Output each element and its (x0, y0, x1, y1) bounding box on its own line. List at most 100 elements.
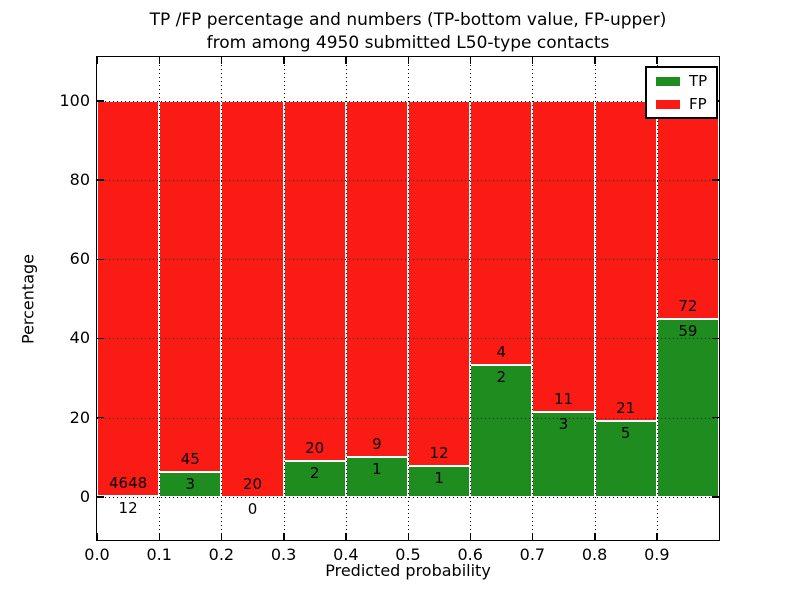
y-tick-left (97, 179, 104, 181)
y-tick-label: 20 (69, 407, 90, 427)
x-tick-bottom (407, 533, 409, 540)
y-tick-label: 100 (59, 90, 90, 110)
bar-segment-fp (408, 100, 471, 467)
y-tick-label: 80 (69, 170, 90, 190)
x-tick-top (345, 57, 347, 64)
bar-segment-fp (594, 100, 657, 421)
x-tick-label: 0.6 (457, 545, 483, 564)
bar-count-label-fp: 4 (496, 342, 507, 361)
bar-count-label-fp: 20 (305, 438, 325, 457)
x-tick-bottom (656, 533, 658, 540)
y-tick-right (712, 416, 719, 419)
x-tick-top (594, 57, 596, 64)
x-tick-bottom (594, 533, 596, 540)
bar-segment-fp (532, 100, 595, 412)
legend: TP FP (645, 66, 719, 119)
bar-count-label-tp: 59 (678, 321, 698, 340)
x-tick-top (469, 57, 472, 64)
bar-count-label-tp: 2 (309, 463, 320, 482)
legend-label-fp: FP (689, 95, 707, 113)
v-gridline (283, 57, 285, 540)
bar-segment-tp (656, 318, 719, 497)
bar-segment-tp (532, 412, 595, 497)
x-tick-top (407, 57, 409, 64)
bar-count-label-fp: 9 (372, 435, 382, 454)
legend-entry-fp: FP (656, 95, 707, 113)
chart-title: TP /FP percentage and numbers (TP-bottom… (97, 9, 719, 55)
bar-count-label-fp: 20 (242, 474, 263, 493)
bar-segment-tp (283, 460, 346, 497)
x-tick-bottom (220, 533, 223, 540)
bar-segment-fp (159, 100, 222, 473)
x-tick-top (531, 57, 534, 64)
x-tick-label: 0.5 (395, 545, 421, 564)
x-tick-bottom (718, 533, 720, 540)
y-tick-right (712, 496, 719, 498)
x-tick-bottom (96, 533, 98, 540)
x-tick-label: 0.2 (208, 545, 235, 564)
bar-count-label-fp: 4648 (109, 473, 148, 492)
bar-count-label-fp: 12 (429, 444, 449, 463)
bar-segment-fp (97, 100, 160, 496)
x-tick-label: 0.1 (146, 545, 172, 564)
bar-segment-fp (470, 100, 533, 365)
y-tick-right (712, 337, 719, 340)
plot-area: 4648 12 45 3 20 0 20 2 9 1 12 1 4 2 11 3 21 5 72 59 (96, 56, 720, 541)
x-tick-label: 0.9 (644, 545, 670, 564)
x-tick-label: 0.0 (84, 545, 110, 564)
y-axis-label: Percentage (18, 253, 38, 345)
legend-swatch-tp-icon (656, 76, 680, 86)
y-tick-label: 60 (69, 249, 90, 269)
bar-segment-fp (656, 100, 719, 319)
y-tick-label: 40 (69, 328, 90, 348)
legend-label-tp: TP (689, 72, 708, 90)
v-gridline (594, 57, 596, 540)
x-tick-bottom (469, 533, 472, 540)
bar-count-label-tp: 2 (496, 367, 507, 386)
y-tick-left (97, 100, 104, 102)
x-tick-top (283, 57, 285, 64)
x-tick-bottom (345, 533, 347, 540)
x-tick-bottom (283, 533, 285, 540)
bar-count-label-fp: 21 (616, 398, 636, 417)
y-tick-right (712, 258, 719, 261)
v-gridline (408, 57, 409, 540)
bar-count-label-tp: 3 (185, 475, 196, 494)
y-tick-left (97, 496, 104, 498)
x-tick-top (718, 57, 720, 64)
x-axis-label: Predicted probability (325, 561, 491, 580)
y-tick-left (97, 416, 104, 419)
bar-count-label-tp: 1 (434, 469, 444, 488)
bar-segment-tp (408, 466, 471, 497)
bar-count-label-fp: 11 (553, 390, 574, 408)
bar-segment-fp (283, 100, 346, 461)
bar-count-label-tp: 5 (620, 423, 631, 442)
bar-count-label-fp: 72 (678, 296, 698, 315)
bar-segment-fp (345, 100, 408, 458)
v-gridline (470, 57, 472, 540)
v-gridline (159, 57, 161, 540)
bar-segment-fp (221, 100, 284, 497)
v-gridline (532, 57, 534, 540)
y-tick-left (97, 337, 104, 340)
y-tick-right (712, 179, 719, 181)
v-gridline (656, 57, 658, 540)
y-tick-left (97, 258, 104, 261)
x-tick-top (220, 57, 223, 64)
x-tick-label: 0.7 (519, 545, 546, 564)
bar-count-label-fp: 45 (180, 450, 200, 469)
x-tick-top (158, 57, 161, 64)
x-tick-label: 0.8 (581, 545, 608, 564)
x-tick-label: 0.3 (270, 545, 297, 564)
x-tick-bottom (531, 533, 534, 540)
v-gridline (345, 57, 347, 540)
bar-count-label-tp: 1 (372, 460, 382, 479)
bar-count-label-tp: 12 (118, 498, 138, 517)
bar-count-label-tp: 3 (558, 415, 569, 433)
chart-title-line2: from among 4950 submitted L50-type conta… (206, 33, 610, 53)
x-tick-label: 0.4 (333, 545, 359, 564)
x-tick-bottom (158, 533, 161, 540)
legend-swatch-fp-icon (656, 99, 680, 109)
chart-title-line1: TP /FP percentage and numbers (TP-bottom… (149, 10, 667, 30)
